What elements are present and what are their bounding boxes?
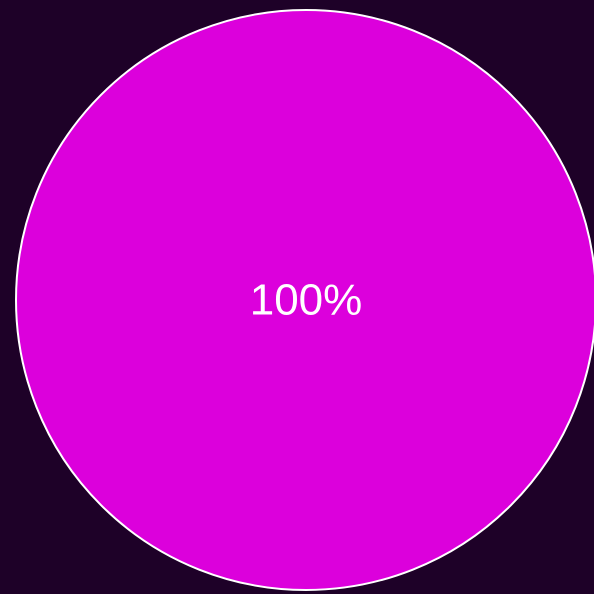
pie-slices (15, 9, 594, 591)
pie-slice (15, 9, 594, 591)
slice-percent-label: 100% (250, 276, 363, 325)
pie-labels: 100% (250, 276, 363, 325)
